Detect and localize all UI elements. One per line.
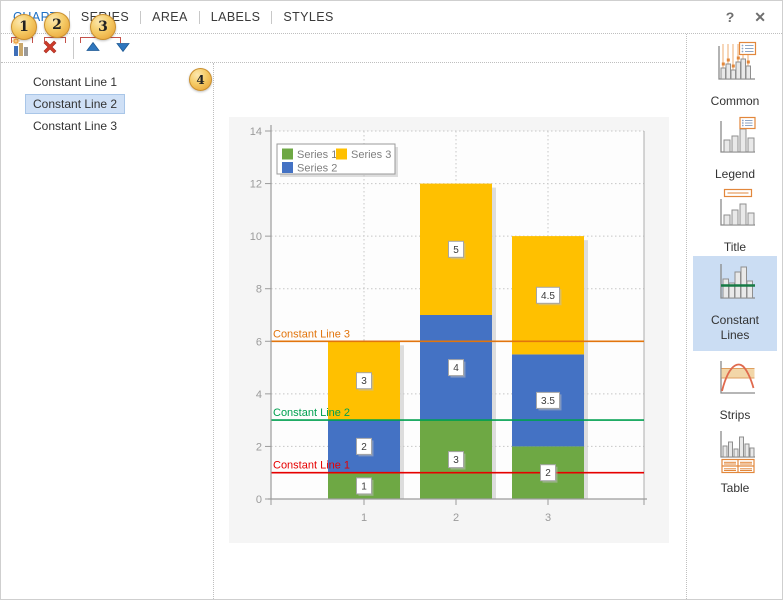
data-label [536,391,560,409]
delete-icon [40,37,60,60]
constant-line-label: Constant Line 2 [273,407,350,419]
add-constant-line-button[interactable] [9,37,31,59]
callout-badge-1: 1 [11,14,37,40]
data-label [448,240,464,258]
legend-label: Series 1 [297,149,337,161]
legend-swatch [282,148,293,160]
data-label [448,451,464,469]
y-axis-label: 12 [250,179,262,191]
constant-lines-icon [712,260,758,311]
move-down-button[interactable] [112,37,134,59]
sidebar-item-label: Table [720,481,750,495]
list-item-constant-line-3[interactable]: Constant Line 3 [1,115,213,137]
help-button[interactable]: ? [725,9,735,25]
y-axis-label: 14 [250,126,262,138]
move-up-icon [85,40,101,57]
chart-preview: Constant Line 1 Constant Line 2 Constant L… [229,117,669,543]
list-item-label: Constant Line 2 [25,94,126,114]
common-icon [712,41,758,92]
strips-icon [712,355,758,406]
sidebar-item-table[interactable]: Table [693,424,777,497]
legend-icon [712,114,758,165]
menubar: CHARTSERIESAREALABELSSTYLES ? ✕ [1,1,782,34]
list-item-label: Constant Line 3 [33,119,118,133]
add-chart-element-icon [10,37,30,60]
svg-text:1: 1 [361,481,367,492]
callout-badge-2: 2 [44,12,70,38]
menu-item-labels[interactable]: LABELS [210,10,261,24]
x-axis-label: 2 [453,512,459,524]
data-label [448,359,464,377]
svg-text:5: 5 [453,245,459,256]
svg-text:4.5: 4.5 [541,291,555,302]
data-label [356,437,372,455]
toolbar [1,34,687,63]
table-icon [712,428,758,479]
svg-text:3: 3 [361,376,367,387]
legend-swatch [282,162,293,173]
y-axis-label: 8 [256,284,262,296]
sidebar-item-label: Strips [719,408,751,422]
title-icon [712,187,758,238]
sidebar-item-title[interactable]: Title [693,183,777,256]
chart-svg: Constant Line 1 Constant Line 2 Constant L… [229,117,669,543]
x-axis-label: 1 [361,512,367,524]
list-item-constant-line-1[interactable]: Constant Line 1 [1,71,213,93]
data-label [356,372,372,390]
menu-separator [271,10,273,24]
constant-lines-list: Constant Line 1 Constant Line 2 Constant L… [1,63,214,599]
chart-elements-sidebar: Common Legend Title Constant Lines Strips Tab… [686,34,782,599]
y-axis-label: 6 [256,336,262,348]
close-button[interactable]: ✕ [754,9,766,25]
menu-separator [68,10,70,24]
x-axis-label: 3 [545,512,551,524]
y-axis-label: 10 [250,231,262,243]
y-axis-label: 4 [256,389,262,401]
sidebar-item-legend[interactable]: Legend [693,110,777,183]
callout-badge-3: 3 [90,14,116,40]
constant-line-label: Constant Line 3 [273,328,350,340]
svg-text:2: 2 [545,468,551,479]
svg-text:2: 2 [361,442,367,453]
sidebar-item-label: Common [710,94,760,108]
sidebar-item-label: Legend [714,167,756,181]
menu-separator [198,10,200,24]
menu-separator [140,10,142,24]
svg-text:4: 4 [453,363,459,374]
data-label [540,464,556,482]
data-label [536,286,560,304]
list-item-label: Constant Line 1 [33,75,118,89]
data-label [356,477,372,495]
svg-text:3: 3 [453,455,459,466]
menu-item-styles[interactable]: STYLES [283,10,334,24]
delete-constant-line-button[interactable] [39,37,61,59]
menubar-right: ? ✕ [726,10,782,24]
move-down-icon [115,40,131,57]
sidebar-item-common[interactable]: Common [693,37,777,110]
sidebar-item-label: Constant Lines [710,313,760,342]
sidebar-item-constant-lines[interactable]: Constant Lines [693,256,777,351]
constant-line-label: Constant Line 1 [273,460,350,472]
toolbar-divider [73,37,74,59]
legend-swatch [336,148,347,160]
y-axis-label: 2 [256,441,262,453]
move-up-button[interactable] [82,37,104,59]
list-item-constant-line-2[interactable]: Constant Line 2 [1,93,213,115]
legend-label: Series 3 [351,149,391,161]
y-axis-label: 0 [256,494,262,506]
callout-badge-4: 4 [189,68,212,91]
menu-item-area[interactable]: AREA [152,10,188,24]
svg-text:3.5: 3.5 [541,396,555,407]
sidebar-item-strips[interactable]: Strips [693,351,777,424]
sidebar-item-label: Title [723,240,747,254]
legend-label: Series 2 [297,163,337,175]
